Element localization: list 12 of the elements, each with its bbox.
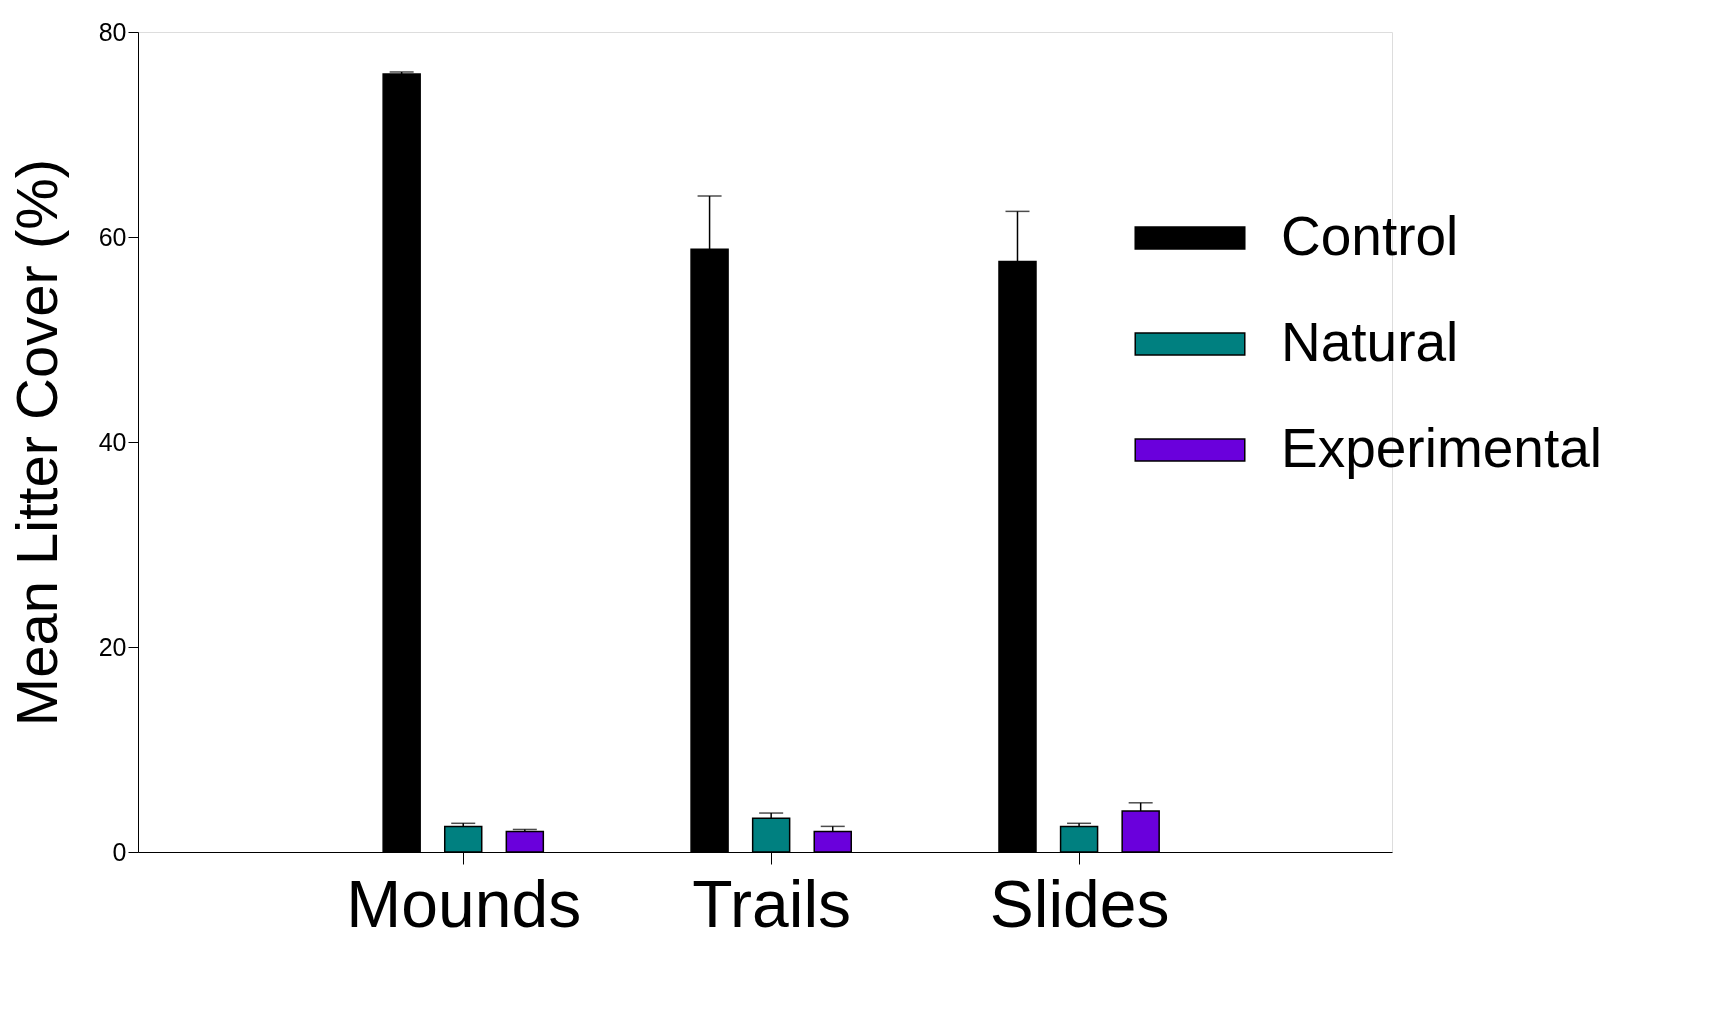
legend-label: Natural (1281, 311, 1459, 373)
legend-label: Control (1281, 205, 1459, 267)
y-tick-label: 60 (98, 222, 127, 251)
y-tick-label: 0 (112, 837, 127, 866)
x-tick-label: Trails (692, 866, 852, 941)
x-tick-label: Mounds (346, 866, 582, 941)
y-axis-title: Mean Litter Cover (%) (3, 158, 69, 727)
x-tick-label: Slides (989, 866, 1170, 941)
y-tick-label: 80 (98, 17, 127, 46)
y-tick-label: 20 (98, 632, 127, 661)
y-tick-label: 40 (98, 427, 127, 456)
legend-label: Experimental (1281, 417, 1602, 479)
